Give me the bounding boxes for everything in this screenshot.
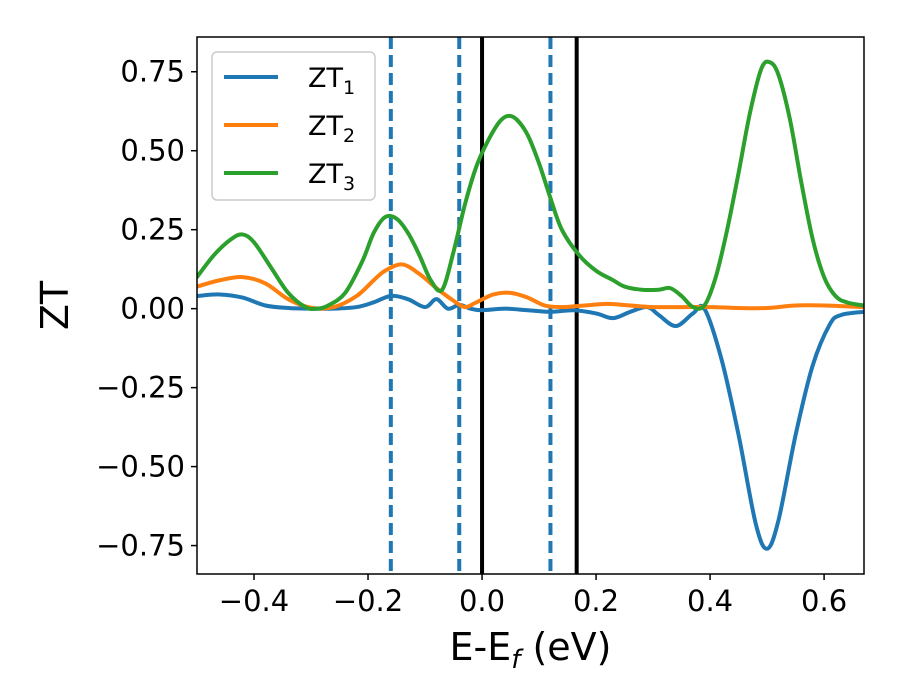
x-tick-label: 0.4 <box>687 584 733 618</box>
legend-label-base: ZT <box>308 111 343 142</box>
legend-label-zt2: ZT2 <box>308 111 355 147</box>
x-tick-label: −0.4 <box>219 584 289 618</box>
y-tick-label: 0.25 <box>120 213 185 247</box>
series-line-zt1 <box>197 292 864 551</box>
series-line-zt3 <box>197 59 864 311</box>
x-tick-label: −0.2 <box>333 584 403 618</box>
x-tick-label: 0.6 <box>801 584 847 618</box>
legend-label-base: ZT <box>308 63 343 94</box>
x-axis-label: E-Ef (eV) <box>450 625 612 675</box>
y-tick-label: −0.75 <box>96 529 185 563</box>
legend-label-sub: 2 <box>343 125 355 147</box>
legend-label-zt1: ZT1 <box>308 63 355 99</box>
legend-label-base: ZT <box>308 159 343 190</box>
x-axis-label-base: E-E <box>450 625 512 669</box>
legend-label-sub: 3 <box>343 173 355 195</box>
y-tick-label: 0.00 <box>120 292 185 326</box>
legend-label-zt3: ZT3 <box>308 159 355 195</box>
y-axis-label: ZT <box>33 280 77 330</box>
plot-area <box>197 37 864 574</box>
y-tick-label: −0.50 <box>96 450 185 484</box>
y-tick-label: −0.25 <box>96 371 185 405</box>
x-tick-label: 0.2 <box>573 584 619 618</box>
plot-border <box>196 36 865 575</box>
axis-ticks: −0.4 −0.2 0.0 0.2 0.4 0.6 0.75 0.50 0.25 0.00 −0.2… <box>96 55 847 618</box>
x-axis-label-suffix: (eV) <box>520 625 611 669</box>
axes-frame <box>196 36 865 575</box>
legend-box <box>211 51 376 201</box>
x-tick-label: 0.0 <box>459 584 505 618</box>
y-tick-label: 0.75 <box>120 55 185 89</box>
legend-label-sub: 1 <box>343 77 355 99</box>
y-tick-label: 0.50 <box>120 134 185 168</box>
